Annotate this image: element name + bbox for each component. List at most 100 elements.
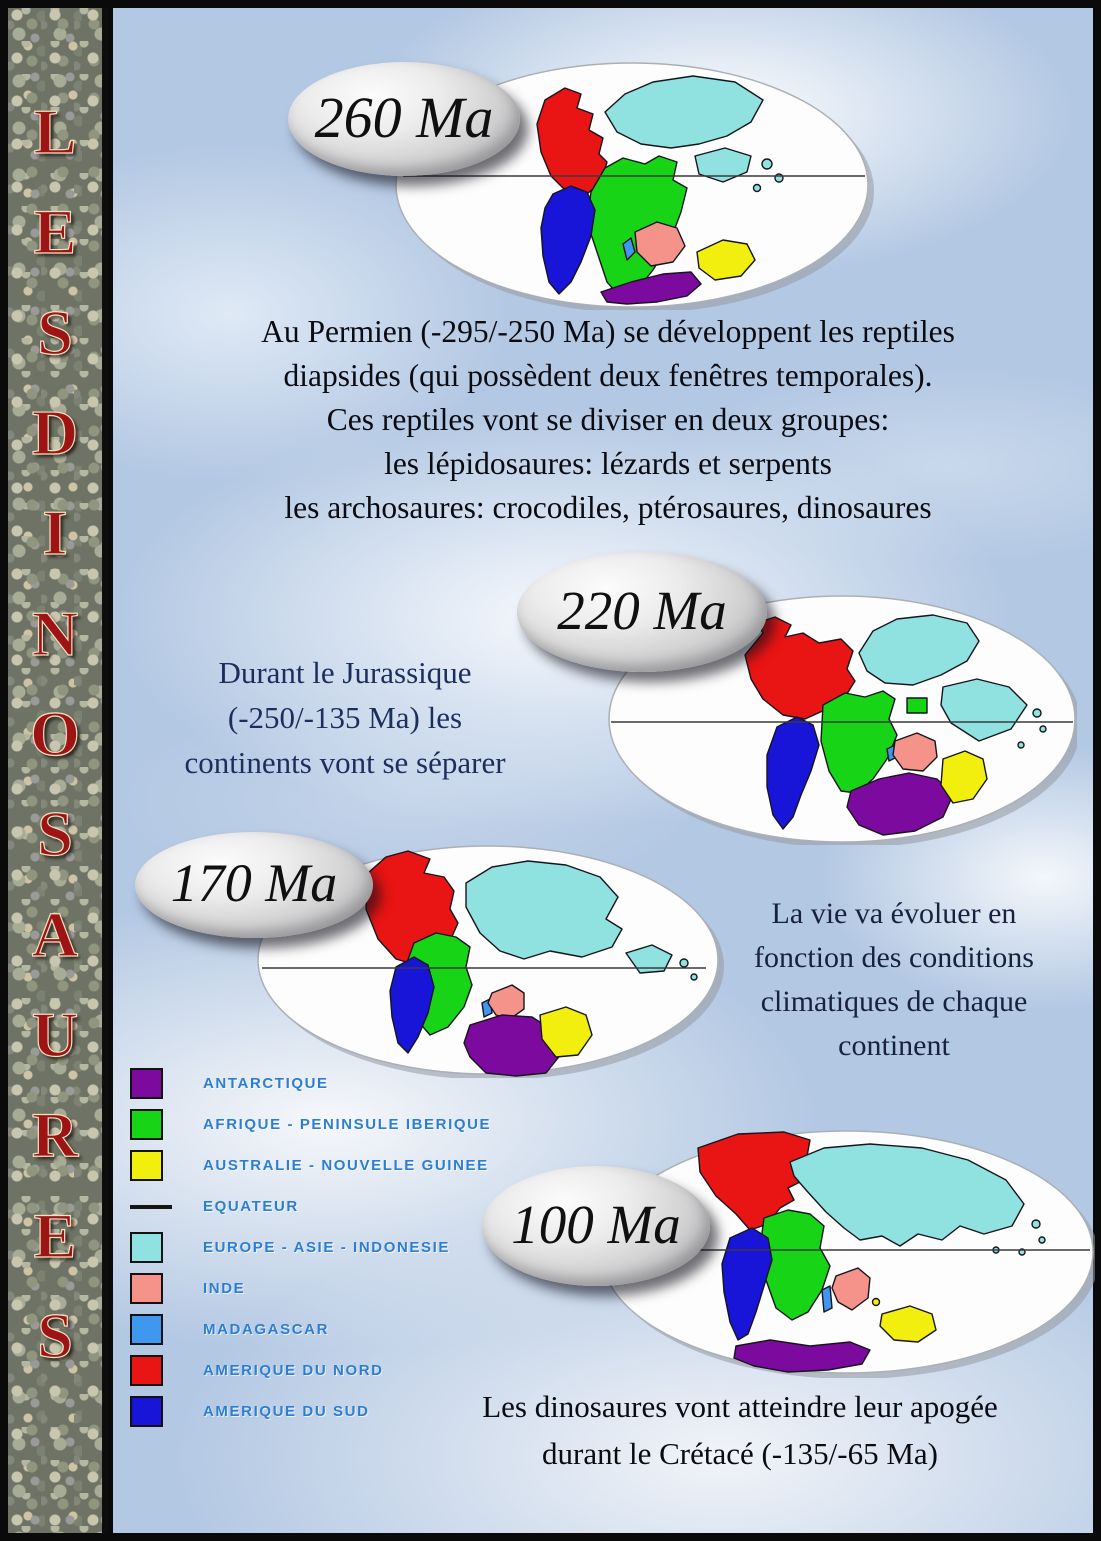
- continent-europe-asie: [604, 75, 764, 149]
- paleo-map-260ma: [395, 62, 874, 310]
- text-line: diapsides (qui possèdent deux fenêtres t…: [283, 358, 933, 393]
- legend-item: AMERIQUE DU NORD: [130, 1355, 491, 1386]
- legend-swatch-australie: [130, 1150, 163, 1181]
- text-line: Les dinosaures vont atteindre leur apogé…: [482, 1389, 998, 1424]
- legend-swatch-amerique-du-sud: [130, 1396, 163, 1427]
- legend-label: AUSTRALIE - NOUVELLE GUINEE: [203, 1157, 489, 1174]
- continent-amerique-du-nord: [536, 87, 608, 195]
- continent-afrique: [586, 155, 688, 299]
- island-europe-asie: [1031, 1219, 1041, 1229]
- continent-inde: [831, 1267, 871, 1311]
- age-bubble-170ma: 170 Ma: [135, 832, 373, 938]
- title-letter: U: [31, 998, 79, 1070]
- cretace-text: Les dinosaures vont atteindre leur apogé…: [390, 1383, 1090, 1477]
- age-bubble-260ma: 260 Ma: [288, 62, 520, 176]
- text-line: climatiques de chaque: [760, 985, 1028, 1018]
- legend-label: EUROPE - ASIE - INDONESIE: [203, 1239, 450, 1256]
- island-europe-asie: [761, 158, 773, 170]
- title-letter: E: [33, 196, 77, 268]
- age-label: 260 Ma: [314, 84, 494, 150]
- legend-label: AMERIQUE DU NORD: [203, 1362, 384, 1379]
- legend-item: MADAGASCAR: [130, 1314, 491, 1345]
- text-line: Au Permien (-295/-250 Ma) se développent…: [261, 314, 955, 349]
- island-europe-asie: [690, 973, 698, 981]
- legend-label: EQUATEUR: [203, 1198, 299, 1215]
- legend-label: INDE: [203, 1280, 246, 1297]
- title-sidebar: L E S D I N O S A U R E S: [8, 8, 108, 1533]
- continent-afrique: [906, 697, 928, 714]
- island-europe-asie: [1032, 708, 1042, 718]
- island-europe-asie: [752, 183, 762, 193]
- legend-item: INDE: [130, 1273, 491, 1304]
- continent-amerique-du-sud: [389, 956, 435, 1054]
- continent-australie: [539, 1006, 593, 1058]
- island-europe-asie: [679, 958, 689, 968]
- continent-europe-asie: [858, 614, 980, 686]
- continent-europe-asie: [625, 944, 673, 974]
- legend-item: AUSTRALIE - NOUVELLE GUINEE: [130, 1150, 491, 1181]
- title-letter: L: [33, 96, 77, 167]
- title-letter: I: [42, 497, 68, 569]
- island-europe-asie: [1039, 725, 1047, 733]
- legend-label: MADAGASCAR: [203, 1321, 329, 1338]
- continent-amerique-du-sud: [721, 1227, 773, 1341]
- title-letter: R: [31, 1099, 79, 1171]
- paleo-map-220ma: [608, 595, 1077, 845]
- legend-equator-line: [130, 1204, 172, 1209]
- text-line: les lépidosaures: lézards et serpents: [384, 446, 832, 481]
- title-letter: S: [37, 296, 74, 368]
- age-label: 170 Ma: [170, 853, 338, 913]
- continent-antarctique: [733, 1339, 871, 1373]
- island-europe-asie: [1038, 1236, 1046, 1244]
- continent-europe-asie: [465, 860, 623, 960]
- legend-swatch-amerique-du-nord: [130, 1355, 163, 1386]
- vie-text: La vie va évoluer en fonction des condit…: [698, 892, 1090, 1068]
- text-line: Ces reptiles vont se diviser en deux gro…: [326, 402, 890, 437]
- title-letter: D: [31, 396, 79, 468]
- island-australie: [871, 1297, 881, 1307]
- paleo-map-170ma: [257, 845, 724, 1078]
- legend-swatch-afrique: [130, 1109, 163, 1140]
- continent-madagascar: [622, 237, 636, 261]
- continent-inde: [487, 984, 525, 1020]
- text-line: Durant le Jurassique: [218, 655, 472, 690]
- text-line: fonction des conditions: [754, 941, 1034, 974]
- legend-swatch-antarctique: [130, 1068, 163, 1099]
- title-letter: E: [33, 1199, 77, 1271]
- title-letter: A: [31, 898, 79, 970]
- legend-item: AMERIQUE DU SUD: [130, 1396, 491, 1427]
- legend-swatch-europe-asie: [130, 1232, 163, 1263]
- legend-swatch-inde: [130, 1273, 163, 1304]
- continent-inde: [634, 221, 686, 267]
- text-line: continent: [838, 1029, 950, 1062]
- continent-antarctique: [600, 271, 702, 305]
- island-europe-asie: [1017, 741, 1025, 749]
- age-label: 220 Ma: [557, 579, 727, 641]
- text-line: continents vont se séparer: [184, 745, 506, 780]
- legend-swatch-madagascar: [130, 1314, 163, 1345]
- continent-australie: [940, 750, 988, 804]
- continent-amerique-du-sud: [540, 185, 596, 295]
- continent-antarctique: [463, 1014, 563, 1077]
- continent-inde: [892, 732, 938, 772]
- continent-australie: [879, 1305, 937, 1343]
- legend-item: ANTARCTIQUE: [130, 1068, 491, 1099]
- legend: ANTARCTIQUE AFRIQUE - PENINSULE IBERIQUE…: [130, 1068, 491, 1437]
- text-line: (-250/-135 Ma) les: [227, 700, 463, 735]
- text-line: durant le Crétacé (-135/-65 Ma): [542, 1436, 938, 1471]
- age-bubble-100ma: 100 Ma: [482, 1166, 710, 1286]
- text-line: les archosaures: crocodiles, ptérosaures…: [284, 490, 932, 525]
- title-letter: N: [31, 597, 79, 669]
- legend-label: AFRIQUE - PENINSULE IBERIQUE: [203, 1116, 492, 1133]
- continent-amerique-du-sud: [766, 716, 820, 830]
- title-letter: S: [37, 798, 74, 870]
- continent-amerique-du-nord: [744, 616, 856, 720]
- legend-label: ANTARCTIQUE: [203, 1075, 329, 1092]
- continent-europe-asie: [940, 678, 1028, 742]
- continent-antarctique: [846, 772, 954, 836]
- legend-item: EUROPE - ASIE - INDONESIE: [130, 1232, 491, 1263]
- continent-amerique-du-nord: [697, 1131, 811, 1231]
- title-letter: S: [37, 1299, 74, 1371]
- paleo-map-100ma: [600, 1130, 1095, 1378]
